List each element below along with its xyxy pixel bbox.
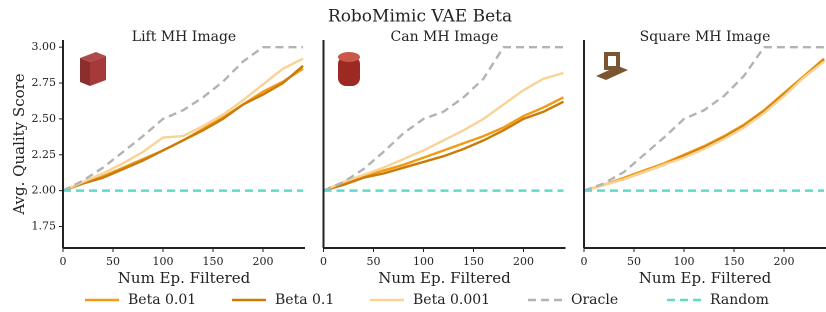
x-axis-label: Num Ep. Filtered [118,269,251,287]
x-tick-label: 100 [674,255,695,268]
x-tick-label: 50 [627,255,641,268]
y-axis-label: Avg. Quality Score [10,73,28,215]
x-tick-label: 200 [513,255,534,268]
figure: RoboMimic VAE Beta Lift MH Image Num Ep. … [0,0,826,312]
series-line [584,62,824,191]
series-line [584,60,824,191]
x-tick-label: 100 [153,255,174,268]
legend-label: Beta 0.01 [128,292,196,308]
series-line [63,69,303,191]
x-tick-label: 0 [581,255,588,268]
panel-title: Square MH Image [640,29,771,45]
y-tick-label: 2.75 [32,76,57,89]
series-line [63,66,303,191]
y-tick-label: 2.50 [32,112,57,125]
x-tick-label: 0 [60,255,67,268]
x-axis-label: Num Ep. Filtered [639,269,772,287]
lift-icon [80,52,106,86]
figure-title: RoboMimic VAE Beta [328,7,512,27]
panel-title: Lift MH Image [132,29,236,45]
x-tick-label: 100 [413,255,434,268]
y-tick-label: 3.00 [32,40,57,53]
y-tick-label: 1.75 [32,219,57,232]
x-axis-label: Num Ep. Filtered [378,269,511,287]
x-tick-label: 200 [253,255,274,268]
x-tick-label: 150 [724,255,745,268]
x-tick-label: 0 [320,255,327,268]
y-tick-label: 2.25 [32,148,57,161]
x-tick-label: 150 [463,255,484,268]
legend-label: Beta 0.1 [275,292,334,308]
y-tick-label: 2.00 [32,184,57,197]
can-icon [338,52,360,86]
panel-title: Can MH Image [391,29,499,45]
x-tick-label: 150 [203,255,224,268]
x-tick-label: 200 [774,255,795,268]
legend-label: Oracle [571,292,618,308]
series-line [584,59,824,191]
legend-label: Beta 0.001 [413,292,490,308]
legend-label: Random [710,292,769,308]
x-tick-label: 50 [106,255,120,268]
x-tick-label: 50 [367,255,381,268]
square-icon [596,54,628,80]
